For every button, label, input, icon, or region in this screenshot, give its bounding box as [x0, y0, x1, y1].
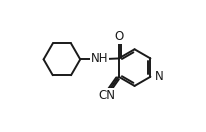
Text: NH: NH: [90, 52, 108, 65]
Text: CN: CN: [98, 89, 115, 102]
Text: O: O: [114, 30, 123, 43]
Text: N: N: [154, 70, 162, 83]
